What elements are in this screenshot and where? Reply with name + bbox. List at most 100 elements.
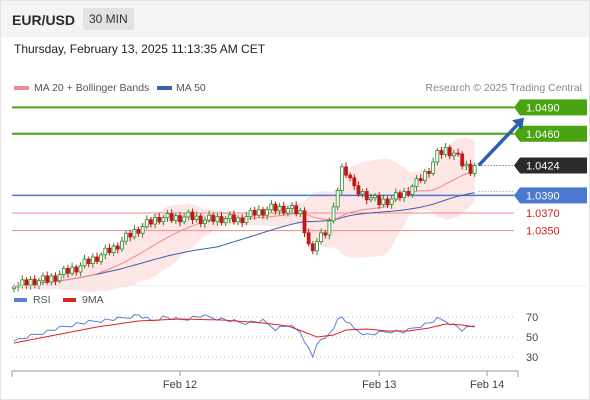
current-price-label: 1.0424 [526,160,560,172]
candle-down [95,256,99,262]
candle-up [182,216,187,223]
candle-up [290,205,294,210]
candle-up [99,254,104,262]
level-resistance-1: 1.0460 [12,125,587,142]
candle-up [28,279,33,286]
candle-up [144,219,149,227]
candle-up [389,198,394,205]
legend-rsi-swatch [14,298,27,302]
candle-up [82,258,87,267]
candle-up [49,275,54,283]
level-resistance-0: 1.0490 [12,99,587,116]
candle-up [78,265,83,273]
candle-up [227,214,232,220]
candles [12,143,477,293]
candle-up [173,215,178,221]
candle-up [285,208,290,214]
candle-up [161,217,166,223]
candle-down [149,219,153,225]
ma20-line [13,170,475,288]
projection-arrow-shaft [477,123,519,167]
resistance-label: 1.0490 [526,102,560,114]
candle-down [356,185,361,195]
candle-up [269,203,274,211]
candle-up [451,152,456,157]
rsi-tick-label: 50 [526,332,538,344]
level-current-2: 1.0424 [478,157,587,174]
symbol-label: EUR/USD [12,12,76,28]
timeframe-button[interactable]: 30 MIN [83,8,134,30]
candle-down [364,191,369,201]
candle-up [111,245,116,253]
candle-down [115,245,120,250]
candle-up [248,209,253,217]
candle-down [66,268,70,274]
candle-up [90,256,95,264]
candle-down [447,147,452,157]
candle-down [418,178,423,181]
candle-up [431,161,436,174]
x-axis-tick-label: Feb 13 [362,379,396,391]
candle-up [319,232,324,243]
candle-down [128,232,133,238]
candle-up [186,211,191,218]
candle-up [215,216,220,222]
candle-down [240,217,245,224]
candle-up [435,150,440,163]
candle-up [153,216,158,225]
candle-up [70,266,74,274]
candle-up [373,195,377,199]
candle-up [57,274,62,282]
candle-up [331,206,336,222]
candle-down [398,192,402,198]
rsi-tick-label: 30 [526,352,538,364]
candle-down [32,279,37,287]
level-support-5: 1.0350 [12,226,560,238]
candle-up [207,214,211,221]
candle-down [219,216,224,224]
x-axis-tick-label: Feb 14 [470,379,504,391]
candle-down [460,153,465,167]
candle-down [86,258,91,265]
candle-up [223,218,228,224]
candle-up [472,165,477,174]
candle-up [20,279,25,287]
candle-down [348,174,353,179]
candle-down [198,215,203,224]
candle-down [344,166,348,176]
candle-up [124,232,128,242]
resistance-label: 1.0460 [526,129,560,141]
candle-down [281,205,286,214]
candle-up [103,247,108,256]
candle-down [74,266,79,273]
projection-arrow-head [512,117,524,130]
candle-up [132,229,137,238]
candle-up [236,217,241,223]
candle-down [107,247,112,253]
candle-up [422,171,427,181]
support-label: 1.0370 [526,208,560,220]
credit-text: Research © 2025 Trading Central [425,82,582,94]
bollinger-band [14,137,475,293]
candle-up [41,275,45,282]
rsi-legend: RSI 9MA [14,294,104,306]
candle-up [256,209,261,216]
candle-down [190,211,195,220]
candle-up [265,209,270,216]
candle-down [377,195,382,206]
candle-up [360,191,365,195]
candle-up [12,286,16,290]
legend-9ma-swatch [63,298,76,302]
candle-down [439,150,444,155]
candle-up [335,190,340,208]
candle-up [298,210,303,215]
current-price-box [514,157,587,174]
chart-datetime: Thursday, February 13, 2025 11:13:35 AM … [14,42,266,56]
candle-up [339,166,344,191]
candle-down [178,215,182,223]
x-axis-tick-label: Feb 12 [163,379,197,391]
candle-down [352,177,357,187]
legend-rsi-label: RSI [33,294,51,306]
candle-down [136,229,141,234]
candle-down [302,210,307,234]
